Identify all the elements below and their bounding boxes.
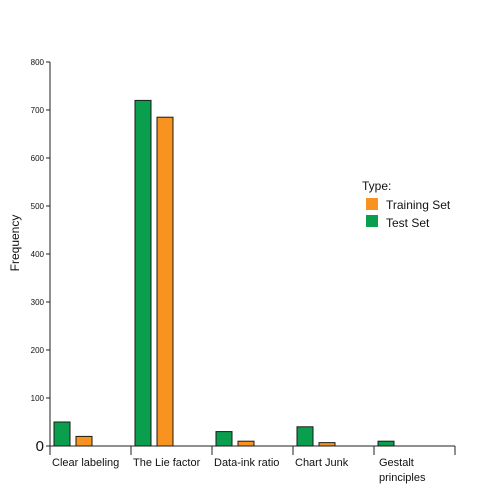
category-label: Clear labeling: [52, 457, 119, 469]
bar-training: [237, 440, 255, 447]
category-label: Gestalt principles: [379, 457, 426, 484]
bar-training: [156, 116, 174, 447]
y-tick-label: 700: [31, 106, 45, 115]
y-tick-label: 500: [31, 202, 45, 211]
bar-test: [215, 431, 233, 447]
x-axis: [49, 445, 456, 455]
legend-swatch-test: [366, 215, 378, 227]
legend-label-test: Test Set: [386, 216, 430, 230]
category-label: The Lie factor: [133, 457, 201, 469]
y-tick-label: 800: [31, 58, 45, 67]
y-tick-label: 200: [31, 346, 45, 355]
bars: [53, 99, 395, 447]
bar-test: [296, 426, 314, 447]
legend-swatch-training: [366, 198, 378, 210]
bar-training: [318, 442, 336, 447]
legend: Type: Training Set Test Set: [362, 179, 451, 230]
y-axis: 0 100 200 300 400 500 600 700 800: [31, 58, 51, 455]
y-tick-label: 0: [36, 438, 44, 455]
y-tick-label: 300: [31, 298, 45, 307]
bar-test: [53, 421, 71, 447]
legend-title: Type:: [362, 179, 391, 193]
bar-training: [75, 435, 93, 447]
bar-test: [377, 440, 395, 447]
category-labels: Clear labeling The Lie factor Data-ink rat…: [52, 457, 426, 484]
y-tick-label: 100: [31, 394, 45, 403]
bar-test: [134, 99, 152, 447]
category-label: Data-ink ratio: [214, 457, 279, 469]
category-label: Chart Junk: [295, 457, 349, 469]
y-axis-title: Frequency: [8, 215, 22, 272]
y-tick-label: 400: [31, 250, 45, 259]
legend-label-training: Training Set: [386, 198, 451, 212]
y-tick-label: 600: [31, 154, 45, 163]
